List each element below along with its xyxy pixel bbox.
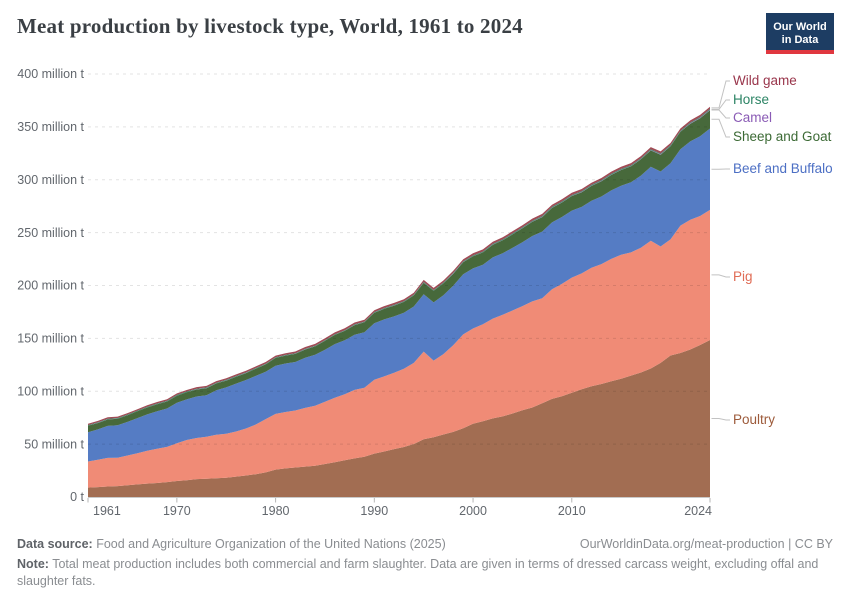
header: Meat production by livestock type, World… <box>0 0 850 58</box>
owid-logo-line1: Our World <box>773 20 827 33</box>
owid-logo[interactable]: Our World in Data <box>766 13 834 54</box>
label-connector-sheep-and-goat <box>711 118 730 138</box>
y-tick-label-200: 200 million t <box>17 279 84 293</box>
legend-label-poultry[interactable]: Poultry <box>733 412 776 427</box>
y-tick-label-150: 150 million t <box>17 332 84 346</box>
y-tick-label-0: 0 t <box>70 490 84 504</box>
y-tick-label-50: 50 million t <box>24 437 84 451</box>
note-text: Total meat production includes both comm… <box>17 557 819 588</box>
legend-label-beef-and-buffalo[interactable]: Beef and Buffalo <box>733 161 833 176</box>
legend-label-camel[interactable]: Camel <box>733 110 773 125</box>
legend-label-sheep-and-goat[interactable]: Sheep and Goat <box>733 129 832 144</box>
x-tick-label-1990: 1990 <box>360 504 388 518</box>
x-tick-label-2010: 2010 <box>558 504 586 518</box>
x-tick-label-1980: 1980 <box>262 504 290 518</box>
owid-logo-accent-bar <box>766 50 834 54</box>
x-tick-label-2024: 2024 <box>684 504 712 518</box>
legend-label-pig[interactable]: Pig <box>733 269 753 284</box>
area-pig[interactable] <box>88 209 710 488</box>
chart-title: Meat production by livestock type, World… <box>17 14 523 38</box>
x-tick-label-1970: 1970 <box>163 504 191 518</box>
y-tick-label-300: 300 million t <box>17 173 84 187</box>
y-tick-label-100: 100 million t <box>17 384 84 398</box>
label-connector-pig <box>711 274 730 278</box>
x-tick-label-1961: 1961 <box>93 504 121 518</box>
legend-label-wild-game[interactable]: Wild game <box>733 73 797 88</box>
label-connector-camel <box>711 109 730 119</box>
license-label: CC BY <box>794 537 833 551</box>
data-source: Data source: Food and Agriculture Organi… <box>17 537 446 551</box>
footer: Data source: Food and Agriculture Organi… <box>0 537 850 600</box>
label-connector-wild-game <box>711 80 730 109</box>
credit: OurWorldinData.org/meat-production | CC … <box>580 537 833 551</box>
data-source-text: Food and Agriculture Organization of the… <box>96 537 446 551</box>
footer-note: Note: Total meat production includes bot… <box>17 556 827 590</box>
y-tick-label-350: 350 million t <box>17 120 84 134</box>
y-tick-label-250: 250 million t <box>17 226 84 240</box>
owid-url-link[interactable]: OurWorldinData.org/meat-production <box>579 537 785 551</box>
data-source-label: Data source: <box>17 537 93 551</box>
legend-label-horse[interactable]: Horse <box>733 92 770 107</box>
footer-source-row: Data source: Food and Agriculture Organi… <box>17 537 833 551</box>
label-connector-poultry <box>711 418 730 421</box>
area-poultry[interactable] <box>88 340 710 497</box>
label-connector-horse <box>711 99 730 110</box>
area-beef-and-buffalo[interactable] <box>88 128 710 462</box>
y-tick-label-400: 400 million t <box>17 67 84 81</box>
owid-logo-line2: in Data <box>781 33 819 46</box>
credit-divider: | <box>784 537 795 551</box>
x-tick-label-2000: 2000 <box>459 504 487 518</box>
note-label: Note: <box>17 557 49 571</box>
